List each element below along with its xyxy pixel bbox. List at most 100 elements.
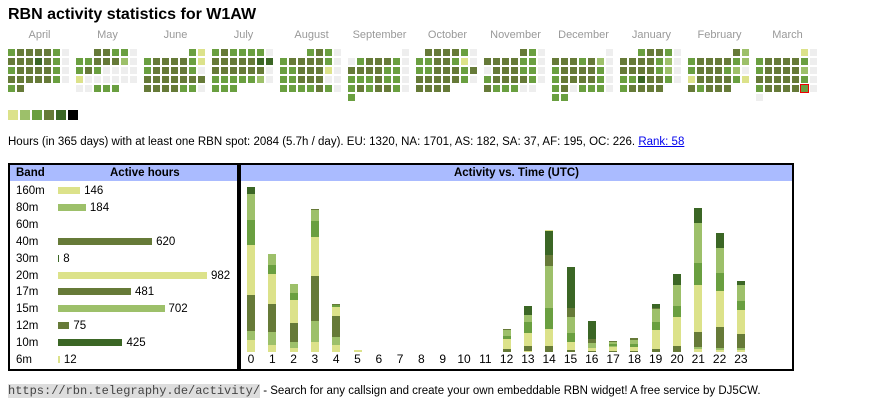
- day-cell[interactable]: [416, 67, 423, 74]
- day-cell[interactable]: [647, 58, 654, 65]
- day-cell[interactable]: [280, 76, 287, 83]
- day-cell[interactable]: [257, 49, 264, 56]
- day-cell[interactable]: [266, 58, 273, 65]
- day-cell[interactable]: [656, 58, 663, 65]
- day-cell[interactable]: [316, 85, 323, 92]
- day-cell[interactable]: [212, 58, 219, 65]
- day-cell[interactable]: [597, 85, 604, 92]
- day-cell[interactable]: [552, 94, 559, 101]
- day-cell[interactable]: [307, 67, 314, 74]
- day-cell[interactable]: [384, 85, 391, 92]
- day-cell[interactable]: [742, 58, 749, 65]
- day-cell[interactable]: [348, 94, 355, 101]
- day-cell[interactable]: [402, 76, 409, 83]
- day-cell[interactable]: [162, 76, 169, 83]
- day-cell[interactable]: [715, 58, 722, 65]
- day-cell[interactable]: [239, 58, 246, 65]
- day-cell[interactable]: [733, 58, 740, 65]
- day-cell[interactable]: [529, 85, 536, 92]
- day-cell[interactable]: [774, 58, 781, 65]
- day-cell[interactable]: [647, 85, 654, 92]
- day-cell[interactable]: [529, 58, 536, 65]
- day-cell[interactable]: [629, 58, 636, 65]
- day-cell[interactable]: [85, 76, 92, 83]
- day-cell[interactable]: [538, 76, 545, 83]
- rank-link[interactable]: Rank: 58: [638, 136, 685, 148]
- day-cell[interactable]: [248, 67, 255, 74]
- day-cell[interactable]: [493, 58, 500, 65]
- day-cell[interactable]: [198, 49, 205, 56]
- day-cell[interactable]: [674, 58, 681, 65]
- day-cell[interactable]: [316, 67, 323, 74]
- day-cell[interactable]: [26, 49, 33, 56]
- day-cell[interactable]: [674, 76, 681, 83]
- day-cell[interactable]: [452, 76, 459, 83]
- day-cell[interactable]: [443, 49, 450, 56]
- day-cell[interactable]: [393, 76, 400, 83]
- day-cell[interactable]: [792, 58, 799, 65]
- day-cell[interactable]: [198, 58, 205, 65]
- day-cell[interactable]: [783, 67, 790, 74]
- day-cell[interactable]: [307, 49, 314, 56]
- day-cell[interactable]: [520, 76, 527, 83]
- day-cell[interactable]: [416, 85, 423, 92]
- day-cell[interactable]: [724, 67, 731, 74]
- day-cell[interactable]: [765, 67, 772, 74]
- day-cell[interactable]: [348, 76, 355, 83]
- day-cell[interactable]: [171, 67, 178, 74]
- day-cell[interactable]: [570, 76, 577, 83]
- day-cell[interactable]: [334, 49, 341, 56]
- day-cell[interactable]: [198, 76, 205, 83]
- day-cell[interactable]: [783, 76, 790, 83]
- day-cell[interactable]: [529, 67, 536, 74]
- day-cell[interactable]: [44, 76, 51, 83]
- day-cell[interactable]: [153, 85, 160, 92]
- day-cell[interactable]: [665, 58, 672, 65]
- day-cell[interactable]: [620, 58, 627, 65]
- day-cell[interactable]: [8, 49, 15, 56]
- day-cell[interactable]: [629, 85, 636, 92]
- day-cell[interactable]: [425, 67, 432, 74]
- day-cell[interactable]: [289, 67, 296, 74]
- day-cell[interactable]: [724, 58, 731, 65]
- day-cell[interactable]: [570, 85, 577, 92]
- day-cell[interactable]: [520, 85, 527, 92]
- day-cell[interactable]: [697, 67, 704, 74]
- day-cell[interactable]: [44, 49, 51, 56]
- day-cell[interactable]: [280, 67, 287, 74]
- day-cell[interactable]: [35, 76, 42, 83]
- day-cell[interactable]: [44, 67, 51, 74]
- day-cell[interactable]: [538, 49, 545, 56]
- day-cell[interactable]: [461, 58, 468, 65]
- day-cell[interactable]: [520, 49, 527, 56]
- day-cell[interactable]: [425, 85, 432, 92]
- day-cell[interactable]: [470, 67, 477, 74]
- day-cell[interactable]: [17, 58, 24, 65]
- day-cell[interactable]: [257, 76, 264, 83]
- day-cell[interactable]: [715, 76, 722, 83]
- day-cell[interactable]: [443, 67, 450, 74]
- day-cell[interactable]: [76, 76, 83, 83]
- day-cell[interactable]: [706, 85, 713, 92]
- day-cell[interactable]: [307, 58, 314, 65]
- day-cell[interactable]: [8, 58, 15, 65]
- day-cell[interactable]: [393, 85, 400, 92]
- day-cell[interactable]: [434, 49, 441, 56]
- day-cell[interactable]: [212, 76, 219, 83]
- day-cell[interactable]: [597, 58, 604, 65]
- day-cell[interactable]: [221, 49, 228, 56]
- day-cell[interactable]: [112, 49, 119, 56]
- day-cell[interactable]: [334, 85, 341, 92]
- day-cell[interactable]: [103, 58, 110, 65]
- day-cell[interactable]: [94, 67, 101, 74]
- day-cell[interactable]: [257, 67, 264, 74]
- footer-url[interactable]: https://rbn.telegraphy.de/activity/: [8, 384, 261, 398]
- day-cell[interactable]: [221, 58, 228, 65]
- day-cell[interactable]: [647, 76, 654, 83]
- day-cell[interactable]: [493, 67, 500, 74]
- day-cell[interactable]: [171, 58, 178, 65]
- day-cell[interactable]: [348, 67, 355, 74]
- day-cell[interactable]: [289, 85, 296, 92]
- day-cell[interactable]: [443, 58, 450, 65]
- day-cell[interactable]: [461, 67, 468, 74]
